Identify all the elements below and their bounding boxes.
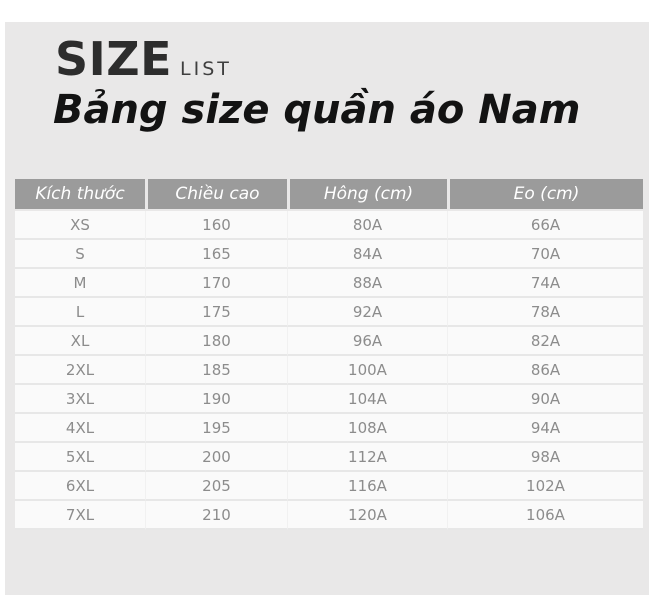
table-cell: 90A bbox=[447, 385, 643, 414]
background-panel: SIZE LIST Bảng size quần áo Nam Kích thư… bbox=[5, 22, 649, 595]
table-cell: 104A bbox=[287, 385, 447, 414]
table-cell: 96A bbox=[287, 327, 447, 356]
header-cell: Eo (cm) bbox=[447, 179, 643, 209]
table-row: XL 180 96A 82A bbox=[15, 327, 643, 356]
table-cell: 180 bbox=[145, 327, 287, 356]
table-cell: 170 bbox=[145, 269, 287, 298]
table-cell: 74A bbox=[447, 269, 643, 298]
table-cell: 5XL bbox=[15, 443, 145, 472]
table-cell: L bbox=[15, 298, 145, 327]
table-cell: 190 bbox=[145, 385, 287, 414]
table-cell: XS bbox=[15, 211, 145, 240]
table-row: XS 160 80A 66A bbox=[15, 211, 643, 240]
page-title: Bảng size quần áo Nam bbox=[53, 87, 581, 133]
table-cell: 86A bbox=[447, 356, 643, 385]
size-list-logo: SIZE LIST bbox=[55, 36, 232, 82]
table-cell: 112A bbox=[287, 443, 447, 472]
table-row: S 165 84A 70A bbox=[15, 240, 643, 269]
table-cell: XL bbox=[15, 327, 145, 356]
table-cell: 205 bbox=[145, 472, 287, 501]
table-cell: 116A bbox=[287, 472, 447, 501]
table-cell: 210 bbox=[145, 501, 287, 530]
table-cell: 108A bbox=[287, 414, 447, 443]
logo-word-size: SIZE bbox=[55, 32, 173, 86]
table-row: 5XL 200 112A 98A bbox=[15, 443, 643, 472]
table-cell: 94A bbox=[447, 414, 643, 443]
table-cell: 88A bbox=[287, 269, 447, 298]
table-cell: 106A bbox=[447, 501, 643, 530]
table-cell: 78A bbox=[447, 298, 643, 327]
table-row: 6XL 205 116A 102A bbox=[15, 472, 643, 501]
table-cell: 7XL bbox=[15, 501, 145, 530]
table-cell: 100A bbox=[287, 356, 447, 385]
table-cell: 70A bbox=[447, 240, 643, 269]
header-cell: Kích thước bbox=[15, 179, 145, 209]
table-cell: 185 bbox=[145, 356, 287, 385]
table-row: 3XL 190 104A 90A bbox=[15, 385, 643, 414]
table-cell: 4XL bbox=[15, 414, 145, 443]
table-header-row: Kích thước Chiều cao Hông (cm) Eo (cm) bbox=[15, 179, 643, 209]
table-cell: 3XL bbox=[15, 385, 145, 414]
table-cell: 80A bbox=[287, 211, 447, 240]
table-cell: 120A bbox=[287, 501, 447, 530]
table-cell: 200 bbox=[145, 443, 287, 472]
table-cell: 165 bbox=[145, 240, 287, 269]
size-table: Kích thước Chiều cao Hông (cm) Eo (cm) XS 16… bbox=[15, 179, 643, 530]
table-cell: 98A bbox=[447, 443, 643, 472]
table-cell: 195 bbox=[145, 414, 287, 443]
table-cell: S bbox=[15, 240, 145, 269]
header-cell: Chiều cao bbox=[145, 179, 287, 209]
table-cell: 102A bbox=[447, 472, 643, 501]
table-row: M 170 88A 74A bbox=[15, 269, 643, 298]
table-cell: 160 bbox=[145, 211, 287, 240]
table-cell: 66A bbox=[447, 211, 643, 240]
table-cell: 82A bbox=[447, 327, 643, 356]
table-row: 4XL 195 108A 94A bbox=[15, 414, 643, 443]
table-cell: 92A bbox=[287, 298, 447, 327]
table-row: 2XL 185 100A 86A bbox=[15, 356, 643, 385]
table-row: 7XL 210 120A 106A bbox=[15, 501, 643, 530]
table-cell: 2XL bbox=[15, 356, 145, 385]
header-cell: Hông (cm) bbox=[287, 179, 447, 209]
table-row: L 175 92A 78A bbox=[15, 298, 643, 327]
table-body: XS 160 80A 66A S 165 84A 70A M 170 88A 74A L 175 92A 78… bbox=[15, 211, 643, 530]
table-cell: M bbox=[15, 269, 145, 298]
table-cell: 84A bbox=[287, 240, 447, 269]
logo-word-list: LIST bbox=[180, 58, 232, 80]
table-cell: 6XL bbox=[15, 472, 145, 501]
table-cell: 175 bbox=[145, 298, 287, 327]
